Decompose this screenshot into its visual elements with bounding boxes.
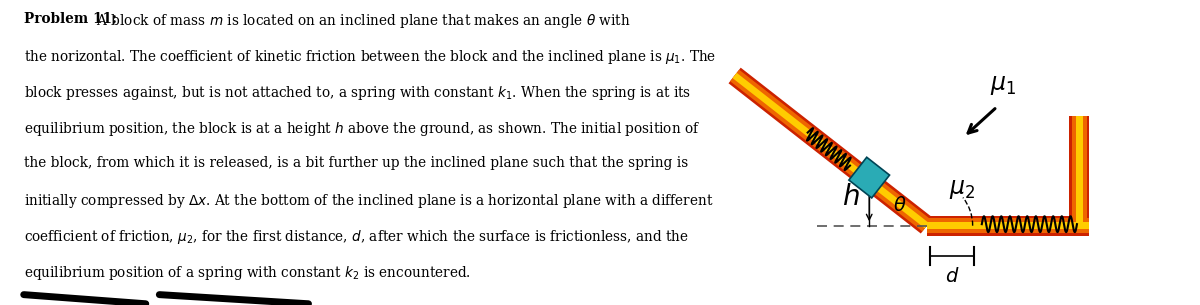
- Text: A block of mass $m$ is located on an inclined plane that makes an angle $\theta$: A block of mass $m$ is located on an inc…: [88, 12, 631, 30]
- Text: coefficient of friction, $\mu_2$, for the first distance, $d$, after which the s: coefficient of friction, $\mu_2$, for th…: [24, 228, 689, 246]
- Polygon shape: [730, 70, 931, 231]
- Polygon shape: [926, 216, 1088, 235]
- Text: Problem 11:: Problem 11:: [24, 12, 116, 26]
- Polygon shape: [1076, 116, 1082, 226]
- Polygon shape: [848, 157, 889, 198]
- Text: block presses against, but is not attached to, a spring with constant $k_1$. Whe: block presses against, but is not attach…: [24, 84, 691, 102]
- Polygon shape: [926, 222, 1088, 229]
- Text: $\mu_2$: $\mu_2$: [949, 178, 976, 201]
- Polygon shape: [1072, 116, 1087, 226]
- Polygon shape: [728, 68, 934, 234]
- Text: $h$: $h$: [842, 184, 859, 211]
- Polygon shape: [926, 218, 1088, 233]
- Text: the block, from which it is released, is a bit further up the inclined plane suc: the block, from which it is released, is…: [24, 156, 688, 170]
- Text: initially compressed by $\Delta x$. At the bottom of the inclined plane is a hor: initially compressed by $\Delta x$. At t…: [24, 192, 713, 210]
- Polygon shape: [1069, 116, 1090, 226]
- Polygon shape: [732, 73, 929, 228]
- Text: equilibrium position, the block is at a height $h$ above the ground, as shown. T: equilibrium position, the block is at a …: [24, 120, 700, 138]
- Text: $d$: $d$: [944, 267, 959, 285]
- Text: the norizontal. The coefficient of kinetic friction between the block and the in: the norizontal. The coefficient of kinet…: [24, 48, 716, 66]
- Text: equilibrium position of a spring with constant $k_2$ is encountered.: equilibrium position of a spring with co…: [24, 264, 470, 282]
- Text: $\mu_1$: $\mu_1$: [990, 74, 1016, 97]
- Text: $\theta$: $\theta$: [893, 196, 906, 215]
